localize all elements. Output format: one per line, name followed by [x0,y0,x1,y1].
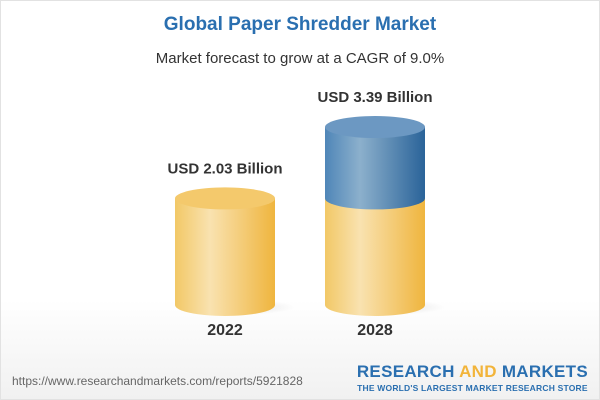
category-label-2028: 2028 [357,322,393,339]
chart-title: Global Paper Shredder Market [163,14,437,35]
source-url[interactable]: https://www.researchandmarkets.com/repor… [12,374,303,388]
cylinder-top-2022 [175,187,275,210]
data-label-2028: USD 3.39 Billion [317,89,432,106]
data-label-2022: USD 2.03 Billion [167,160,282,177]
chart-subtitle: Market forecast to grow at a CAGR of 9.0… [155,50,445,67]
cylinder-growth-2028 [325,127,425,210]
category-label-2022: 2022 [207,322,243,339]
logo-word-markets: MARKETS [501,362,588,381]
cylinder-base-2028 [325,198,425,316]
logo-word-and: AND [459,362,497,381]
logo-tagline: THE WORLD'S LARGEST MARKET RESEARCH STOR… [357,383,588,393]
logo-word-research: RESEARCH [356,362,455,381]
cylinder-top-2028 [325,116,425,139]
cylinder-base-2022 [175,198,275,316]
research-and-markets-logo: RESEARCH AND MARKETS THE WORLD'S LARGEST… [357,363,588,393]
